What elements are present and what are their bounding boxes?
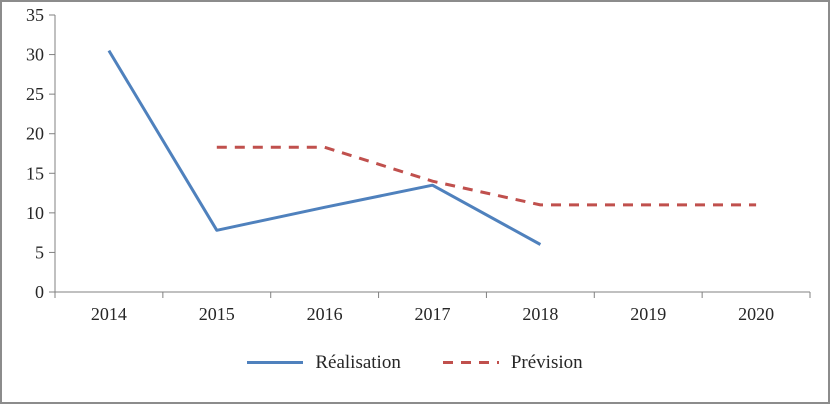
legend-label-realisation: Réalisation: [315, 351, 401, 373]
x-tick-label: 2014: [91, 304, 127, 324]
x-tick-label: 2019: [630, 304, 666, 324]
x-tick-label: 2017: [415, 304, 451, 324]
y-tick-label: 20: [26, 124, 44, 144]
legend-line-sample-realisation: [247, 360, 304, 364]
y-tick-label: 15: [26, 163, 44, 183]
y-tick-label: 25: [26, 84, 44, 104]
series-line-prevision: [216, 145, 757, 207]
legend-line-sample-prevision: [442, 360, 499, 364]
y-tick-label: 0: [35, 282, 44, 302]
x-tick-label: 2016: [307, 304, 343, 324]
series-line-realisation: [107, 49, 542, 246]
y-tick-label: 30: [26, 45, 44, 65]
x-tick-label: 2018: [522, 304, 558, 324]
chart-legend: Réalisation Prévision: [2, 334, 828, 402]
line-chart: 0 5 10 15 20 25 30 35 2014 2015 2016 2017 2018 2019 20…: [26, 5, 811, 324]
legend-item-realisation: Réalisation: [247, 351, 401, 373]
x-tick-label: 2015: [199, 304, 235, 324]
y-tick-label: 5: [35, 242, 44, 262]
y-tick-label: 35: [26, 5, 44, 25]
y-tick-label: 10: [26, 203, 44, 223]
x-tick-label: 2020: [738, 304, 774, 324]
legend-label-prevision: Prévision: [510, 351, 583, 373]
legend-item-prevision: Prévision: [442, 351, 583, 373]
